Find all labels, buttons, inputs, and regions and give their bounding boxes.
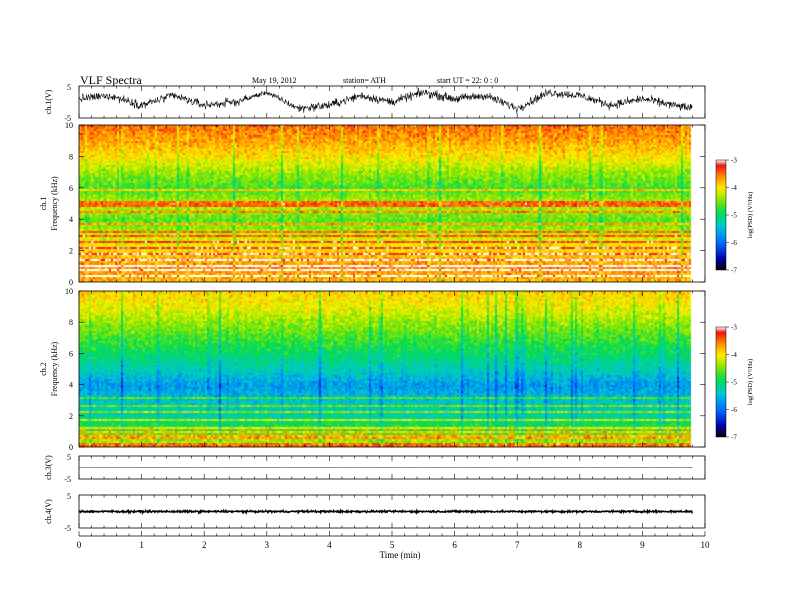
x-tick-label: 0	[77, 540, 82, 550]
ch2-spectrogram-ytick-label: 4	[69, 381, 73, 390]
ch3-waveform-ytick-label: -5	[64, 475, 71, 484]
ch1-spectrogram-colorbar-tick-label: -3	[731, 157, 737, 165]
ch2-spectrogram-ytick-label: 8	[69, 318, 73, 327]
ch1-spectrogram-ytick-label: 0	[69, 278, 73, 287]
ch1-waveform-trace	[78, 87, 693, 114]
ch2-spectrogram-colorbar-tick-label: -6	[731, 406, 737, 414]
ch4-waveform-ylabel: ch.4(V)	[44, 499, 53, 524]
ch2-spectrogram-colorbar-tick-label: -7	[731, 434, 737, 442]
ch1-spectrogram-colorbar-tick-label: -7	[731, 267, 737, 275]
ch1-spectrogram-colorbar	[715, 159, 727, 271]
ch2-spectrogram-image	[79, 291, 705, 447]
x-tick-label: 9	[640, 540, 645, 550]
ch2-spectrogram-colorbar-label: log(PSD) (V²/Hz)	[747, 359, 754, 406]
ch2-spectrogram-ylabel-channel: ch.2	[39, 362, 48, 376]
ch1-waveform-panel: 5 -5 ch.1(V)	[44, 83, 706, 123]
x-axis-label: Time (min)	[380, 550, 421, 560]
x-tick-label: 6	[452, 540, 457, 550]
ch1-spectrogram-colorbar-tick-label: -5	[731, 212, 737, 220]
x-tick-label: 8	[578, 540, 583, 550]
start-time-label: start UT = 22: 0 : 0	[437, 76, 498, 85]
colorbars: -3 -4 -5 -6 -7 log(PSD) (V²/Hz) -3 -4 -5 -6 -7 log(…	[715, 157, 754, 442]
x-tick-label: 1	[139, 540, 144, 550]
ch3-waveform-ytick-label: 5	[67, 453, 71, 462]
x-tick-label: 3	[265, 540, 270, 550]
ch2-spectrogram-ytick-label: 0	[69, 443, 73, 452]
ch1-spectrogram-image	[79, 125, 705, 282]
x-tick-label: 7	[515, 540, 520, 550]
ch1-spectrogram-ytick-label: 8	[69, 152, 73, 161]
ch4-waveform-panel: 5 -5 ch.4(V)	[44, 492, 706, 533]
ch2-spectrogram-colorbar-tick-label: -4	[731, 351, 737, 359]
ch4-waveform-ytick-label: -5	[64, 524, 71, 533]
ch3-waveform-panel: 5 -5 ch.3(V)	[44, 453, 706, 484]
ch3-waveform-trace	[78, 466, 693, 469]
ch3-waveform-ylabel: ch.3(V)	[44, 455, 53, 480]
ch1-spectrogram-colorbar-tick-label: -4	[731, 184, 737, 192]
ch1-spectrogram-ylabel-channel: ch.1	[39, 197, 48, 211]
ch1-spectrogram-ytick-label: 2	[69, 247, 73, 256]
ch1-spectrogram-ytick-label: 6	[69, 184, 73, 193]
ch2-spectrogram-colorbar-tick-label: -5	[731, 379, 737, 387]
time-axis: 0 1 2 3 4 5 6 7 8 9 10	[77, 531, 710, 550]
ch1-waveform-ytick-label: 5	[67, 83, 71, 92]
ch2-spectrogram-ylabel-frequency: Frequency (kHz)	[50, 341, 59, 396]
station-label: station= ATH	[343, 76, 386, 85]
figure-title: VLF Spectra	[80, 73, 142, 87]
date-label: May 19, 2012	[252, 76, 297, 85]
ch2-spectrogram-colorbar	[715, 326, 727, 438]
ch1-spectrogram-ytick-label: 10	[65, 121, 73, 130]
ch1-spectrogram-ytick-label: 4	[69, 215, 73, 224]
ch2-spectrogram-ytick-label: 10	[65, 287, 73, 296]
x-tick-label: 10	[701, 540, 711, 550]
ch4-waveform-ytick-label: 5	[67, 492, 71, 501]
ch1-waveform-ytick-label: -5	[64, 114, 71, 123]
x-tick-label: 4	[327, 540, 332, 550]
ch1-spectrogram-ylabel-frequency: Frequency (kHz)	[50, 176, 59, 231]
x-tick-label: 2	[202, 540, 207, 550]
ch1-waveform-ylabel: ch.1(V)	[44, 89, 53, 114]
x-tick-label: 5	[390, 540, 395, 550]
ch1-spectrogram-panel: 10 8 6 4 2 0 ch.1 Frequency (kHz)	[39, 121, 706, 287]
ch4-waveform-trace	[78, 508, 694, 516]
ch2-spectrogram-colorbar-tick-label: -3	[731, 324, 737, 332]
ch2-spectrogram-ytick-label: 6	[69, 349, 73, 358]
ch1-spectrogram-colorbar-tick-label: -6	[731, 239, 737, 247]
ch1-spectrogram-colorbar-label: log(PSD) (V²/Hz)	[747, 192, 754, 239]
ch2-spectrogram-ytick-label: 2	[69, 412, 73, 421]
ch2-spectrogram-panel: 10 8 6 4 2 0 ch.2 Frequency (kHz)	[39, 287, 706, 452]
